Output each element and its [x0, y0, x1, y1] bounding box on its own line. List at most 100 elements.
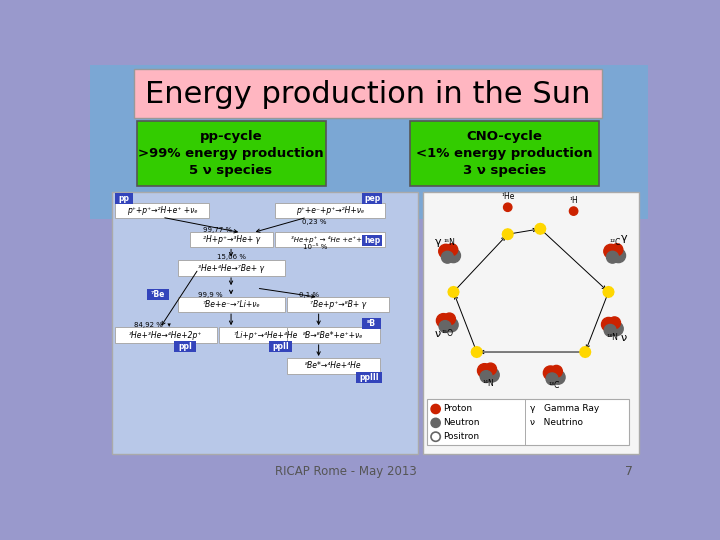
Text: ppIII: ppIII: [359, 373, 379, 382]
FancyBboxPatch shape: [220, 327, 312, 343]
FancyBboxPatch shape: [134, 69, 602, 118]
Text: ⁸B→⁸Be*+e⁺+νₑ: ⁸B→⁸Be*+e⁺+νₑ: [303, 330, 364, 340]
FancyBboxPatch shape: [362, 235, 382, 246]
FancyBboxPatch shape: [179, 296, 284, 312]
Text: ν   Neutrino: ν Neutrino: [530, 418, 583, 427]
FancyBboxPatch shape: [356, 372, 382, 383]
Text: ν: ν: [621, 333, 627, 343]
FancyBboxPatch shape: [114, 193, 133, 204]
Text: ³He+³He→⁴He+2p⁺: ³He+³He→⁴He+2p⁺: [130, 330, 202, 340]
Circle shape: [609, 322, 624, 336]
Text: 84,92 %  ▾: 84,92 % ▾: [134, 322, 171, 328]
Text: 99,9 %: 99,9 %: [198, 292, 222, 298]
Text: Positron: Positron: [444, 432, 480, 441]
Text: 0,23 %: 0,23 %: [302, 219, 327, 225]
Circle shape: [608, 317, 621, 329]
Text: CNO-cycle
<1% energy production
3 ν species: CNO-cycle <1% energy production 3 ν spec…: [416, 130, 593, 177]
FancyBboxPatch shape: [362, 193, 382, 204]
Text: ¹H: ¹H: [570, 196, 578, 205]
Text: ⁸Be*→⁴He+⁴He: ⁸Be*→⁴He+⁴He: [305, 361, 361, 370]
Circle shape: [431, 418, 441, 428]
Circle shape: [544, 366, 557, 380]
FancyBboxPatch shape: [90, 65, 648, 219]
Text: ³He+p⁺ → ⁴He +e⁺+νₑ: ³He+p⁺ → ⁴He +e⁺+νₑ: [292, 236, 369, 243]
Circle shape: [611, 248, 626, 262]
Text: ⁷Be+e⁻→⁷Li+νₑ: ⁷Be+e⁻→⁷Li+νₑ: [202, 300, 260, 309]
Text: γ: γ: [621, 233, 627, 243]
Circle shape: [441, 251, 454, 263]
Text: ppI: ppI: [179, 342, 192, 351]
Text: γ: γ: [435, 237, 441, 247]
Circle shape: [611, 244, 623, 255]
Text: p⁺+e⁻+p⁺→²H+νₑ: p⁺+e⁻+p⁺→²H+νₑ: [296, 206, 364, 215]
FancyBboxPatch shape: [423, 192, 639, 454]
Circle shape: [485, 368, 499, 382]
FancyBboxPatch shape: [148, 289, 169, 300]
Circle shape: [446, 248, 461, 262]
FancyBboxPatch shape: [90, 219, 648, 481]
Text: ¹He: ¹He: [501, 192, 514, 201]
Text: pp-cycle
>99% energy production
5 ν species: pp-cycle >99% energy production 5 ν spec…: [138, 130, 324, 177]
Text: 15,06 %: 15,06 %: [217, 254, 246, 260]
Circle shape: [550, 366, 562, 377]
Text: 0,1 %: 0,1 %: [300, 292, 320, 298]
FancyBboxPatch shape: [114, 327, 217, 343]
Text: hep: hep: [364, 236, 380, 245]
Text: ¹⁵N: ¹⁵N: [444, 238, 456, 247]
Circle shape: [438, 244, 453, 258]
Text: ³He+⁴He→⁷Be+ γ: ³He+⁴He→⁷Be+ γ: [199, 264, 264, 273]
Circle shape: [439, 321, 451, 333]
FancyBboxPatch shape: [287, 327, 380, 343]
Circle shape: [601, 318, 616, 332]
Circle shape: [444, 318, 458, 332]
Text: ¹³C: ¹³C: [549, 381, 560, 390]
Text: ¹⁴N: ¹⁴N: [482, 379, 494, 388]
FancyBboxPatch shape: [427, 399, 629, 445]
Text: ¹⁵O: ¹⁵O: [441, 329, 454, 338]
Circle shape: [477, 363, 492, 377]
FancyBboxPatch shape: [275, 232, 385, 247]
Circle shape: [480, 370, 492, 382]
Circle shape: [436, 314, 451, 328]
FancyBboxPatch shape: [362, 318, 381, 329]
FancyBboxPatch shape: [287, 358, 380, 374]
Circle shape: [604, 244, 618, 258]
FancyBboxPatch shape: [269, 341, 292, 352]
Text: Proton: Proton: [444, 404, 472, 414]
Circle shape: [503, 203, 512, 211]
Text: ppII: ppII: [272, 342, 289, 351]
Circle shape: [546, 373, 558, 385]
Text: ν: ν: [435, 329, 441, 339]
Text: pp: pp: [119, 194, 130, 203]
Circle shape: [606, 251, 618, 263]
FancyBboxPatch shape: [179, 260, 284, 276]
Circle shape: [485, 363, 497, 375]
FancyBboxPatch shape: [112, 192, 418, 454]
Polygon shape: [503, 229, 513, 240]
FancyBboxPatch shape: [190, 232, 273, 247]
Circle shape: [604, 325, 616, 336]
Polygon shape: [603, 287, 614, 298]
FancyBboxPatch shape: [287, 296, 389, 312]
Circle shape: [431, 404, 441, 414]
FancyBboxPatch shape: [410, 121, 599, 186]
Text: 10⁻⁵ %: 10⁻⁵ %: [302, 244, 327, 249]
FancyBboxPatch shape: [137, 121, 325, 186]
FancyBboxPatch shape: [275, 202, 385, 218]
Text: pep: pep: [364, 194, 380, 203]
Text: 99,77 %: 99,77 %: [203, 227, 233, 233]
Circle shape: [551, 370, 565, 384]
Text: ⁸B: ⁸B: [366, 319, 376, 328]
Text: γ   Gamma Ray: γ Gamma Ray: [530, 404, 600, 414]
Text: Energy production in the Sun: Energy production in the Sun: [145, 79, 591, 109]
Text: Neutron: Neutron: [444, 418, 480, 427]
Text: p⁺+p⁺→²H+e⁺ +νₑ: p⁺+p⁺→²H+e⁺ +νₑ: [127, 206, 197, 215]
Text: ⁷Be+p⁺→⁸B+ γ: ⁷Be+p⁺→⁸B+ γ: [310, 300, 366, 309]
Polygon shape: [448, 287, 459, 298]
Text: ⁷Li+p⁺→⁴He+⁴He: ⁷Li+p⁺→⁴He+⁴He: [234, 330, 298, 340]
FancyBboxPatch shape: [114, 202, 210, 218]
Circle shape: [446, 244, 458, 255]
Text: ¹³N: ¹³N: [606, 333, 618, 342]
Circle shape: [444, 313, 456, 325]
Text: ²H+p⁺→³He+ γ: ²H+p⁺→³He+ γ: [203, 235, 260, 244]
